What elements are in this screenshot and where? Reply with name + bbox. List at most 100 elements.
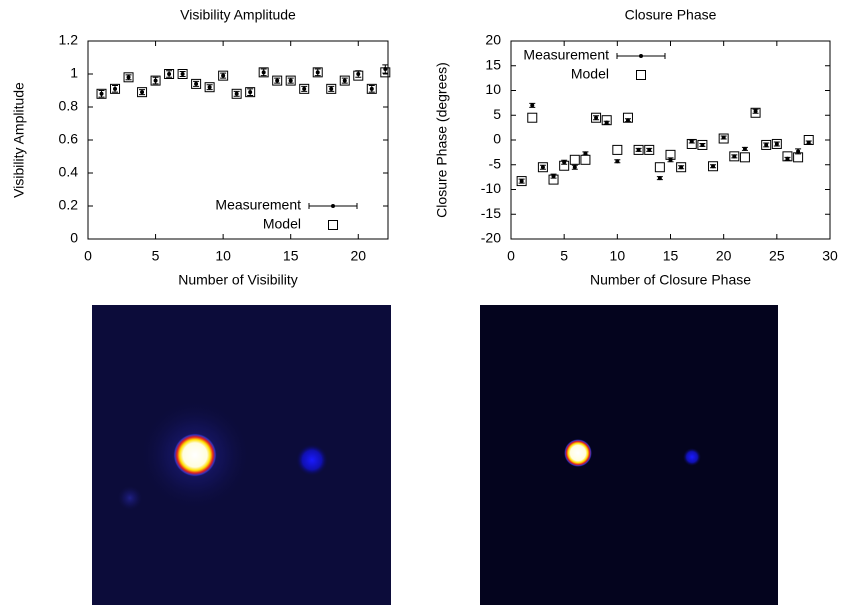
x-tick-label: 10 xyxy=(215,248,231,264)
data-point xyxy=(732,154,737,159)
data-point xyxy=(248,90,253,95)
legend-label: Measurement xyxy=(215,197,301,213)
data-point xyxy=(140,90,145,95)
data-point xyxy=(721,135,726,140)
data-point xyxy=(569,154,580,165)
data-point xyxy=(329,86,334,91)
chart: Visibility Amplitude Number of Visibility… xyxy=(11,7,391,288)
data-point xyxy=(285,75,296,86)
data-point xyxy=(742,146,747,151)
data-point xyxy=(245,87,256,98)
data-point xyxy=(594,115,599,120)
data-point xyxy=(583,151,588,156)
data-point xyxy=(110,83,121,94)
data-point xyxy=(654,162,665,173)
y-tick-label: 0 xyxy=(70,230,78,246)
data-point xyxy=(601,115,612,126)
y-axis-label: Visibility Amplitude xyxy=(11,82,27,198)
data-point xyxy=(793,152,804,163)
y-tick-label: -20 xyxy=(481,230,501,246)
data-point xyxy=(764,142,769,147)
data-point xyxy=(519,179,524,184)
data-point xyxy=(689,139,694,144)
legend-symbol xyxy=(639,54,643,58)
data-point xyxy=(591,112,602,123)
data-point xyxy=(540,165,545,170)
data-point xyxy=(302,86,307,91)
data-point xyxy=(164,69,175,79)
data-point xyxy=(380,67,391,78)
data-point xyxy=(113,86,118,91)
data-point xyxy=(708,161,719,172)
data-point xyxy=(686,138,697,149)
data-point xyxy=(739,152,750,163)
data-point xyxy=(774,141,779,146)
data-point xyxy=(261,70,266,75)
data-point xyxy=(803,135,814,145)
data-point xyxy=(657,176,662,181)
x-tick-label: 0 xyxy=(507,248,515,264)
data-point xyxy=(527,112,538,123)
data-point xyxy=(761,139,772,150)
data-point xyxy=(326,83,337,94)
data-point xyxy=(633,144,644,155)
data-point xyxy=(180,72,185,76)
legend-label: Measurement xyxy=(523,47,609,63)
data-point xyxy=(369,86,374,91)
data-point xyxy=(299,83,310,94)
x-tick-label: 25 xyxy=(769,248,785,264)
plot-frame xyxy=(510,40,831,240)
x-tick-label: 5 xyxy=(152,248,160,264)
data-point xyxy=(625,118,630,123)
x-tick-label: 0 xyxy=(84,248,92,264)
data-point xyxy=(785,156,790,161)
data-point xyxy=(204,82,215,93)
data-point xyxy=(191,78,202,89)
y-tick-label: 0.2 xyxy=(59,197,79,213)
data-point xyxy=(665,149,676,160)
data-point xyxy=(622,112,633,123)
y-tick-label: 0.4 xyxy=(59,164,79,180)
data-point xyxy=(612,144,623,155)
y-tick-label: 5 xyxy=(493,106,501,122)
data-point xyxy=(96,88,107,99)
data-point xyxy=(123,72,134,83)
data-point xyxy=(718,133,729,144)
data-point xyxy=(234,91,239,96)
data-point xyxy=(753,109,758,114)
data-point xyxy=(782,151,793,162)
data-point xyxy=(711,164,716,169)
data-point xyxy=(516,176,527,187)
data-point xyxy=(366,83,377,94)
data-point xyxy=(647,147,652,152)
data-point xyxy=(99,91,104,96)
data-point xyxy=(167,72,172,76)
y-tick-label: -10 xyxy=(481,180,501,196)
chart-title: Visibility Amplitude xyxy=(180,7,296,23)
data-point xyxy=(572,165,577,170)
data-point xyxy=(342,78,347,83)
data-point xyxy=(580,154,591,165)
x-tick-label: 20 xyxy=(350,248,366,264)
data-point xyxy=(137,87,148,98)
data-point xyxy=(548,174,559,185)
legend-symbol xyxy=(331,204,335,208)
image-right xyxy=(480,305,778,605)
x-tick-label: 5 xyxy=(560,248,568,264)
data-point xyxy=(679,165,684,170)
data-point xyxy=(697,139,708,150)
data-point xyxy=(636,147,641,152)
x-tick-label: 15 xyxy=(663,248,679,264)
data-point xyxy=(771,138,782,149)
data-point xyxy=(177,69,188,79)
data-point xyxy=(126,75,131,80)
data-point xyxy=(231,88,242,99)
data-point xyxy=(275,78,280,83)
y-tick-label: 0.6 xyxy=(59,131,79,147)
y-tick-label: 1 xyxy=(70,65,78,81)
legend-label: Model xyxy=(263,216,301,232)
legend-symbol xyxy=(636,70,646,80)
x-axis-label: Number of Visibility xyxy=(178,272,298,288)
data-point xyxy=(700,142,705,147)
